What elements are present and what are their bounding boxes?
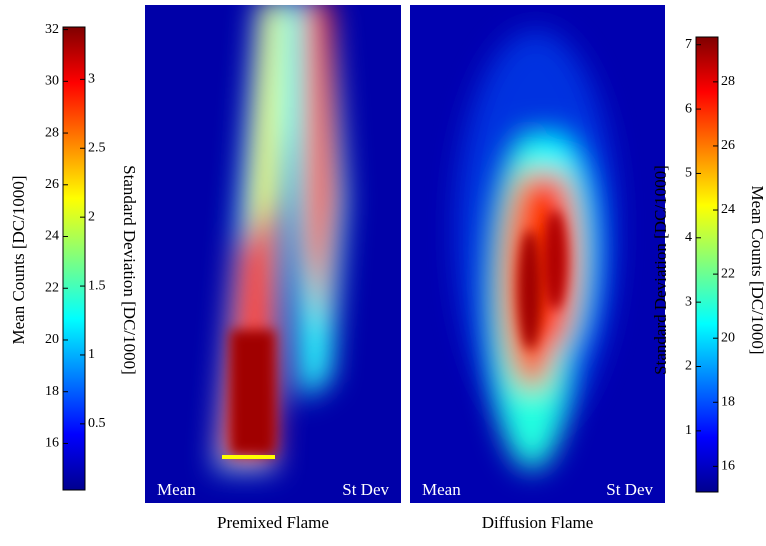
tick-label: 18 [721, 395, 735, 410]
tick-label: 26 [45, 177, 59, 192]
tick-label: 1.5 [88, 278, 106, 293]
colorbar [695, 36, 719, 493]
tick-label: 30 [45, 74, 59, 89]
tick-label: 24 [721, 202, 735, 217]
tick-label: 28 [721, 74, 735, 89]
tick-label: 20 [721, 330, 735, 345]
tick-label: 20 [45, 332, 59, 347]
tick-label: 6 [685, 101, 692, 116]
colorbar-label: Standard Deviation [DC/1000] [651, 165, 670, 375]
tick-label: 2 [88, 209, 95, 224]
colorbar [62, 26, 86, 491]
tick-label: 16 [721, 459, 735, 474]
tick-label: 24 [45, 229, 59, 244]
colorbar-label: Standard Deviation [DC/1000] [120, 165, 139, 375]
tick-label: 3 [88, 72, 95, 87]
tick-label: 22 [721, 266, 735, 281]
tick-label: 16 [45, 436, 59, 451]
diffusion-image [410, 5, 665, 503]
tick-label: 3 [685, 294, 692, 309]
half-label: St Dev [606, 480, 653, 499]
colorbar-label: Mean Counts [DC/1000] [9, 175, 28, 344]
tick-label: 5 [685, 166, 692, 181]
half-label: St Dev [342, 480, 389, 499]
tick-label: 1 [88, 347, 95, 362]
tick-label: 2 [685, 359, 692, 374]
tick-label: 0.5 [88, 416, 106, 431]
tick-label: 7 [685, 37, 692, 52]
tick-label: 18 [45, 384, 59, 399]
tick-label: 22 [45, 280, 59, 295]
half-label: Mean [422, 480, 461, 499]
tick-label: 26 [721, 138, 735, 153]
tick-label: 4 [685, 230, 692, 245]
tick-label: 28 [45, 125, 59, 140]
tick-label: 1 [685, 423, 692, 438]
panel-title: Premixed Flame [217, 513, 329, 532]
tick-label: 32 [45, 22, 59, 37]
colorbar-label: Mean Counts [DC/1000] [748, 185, 766, 354]
tick-label: 2.5 [88, 140, 106, 155]
half-label: Mean [157, 480, 196, 499]
panel-title: Diffusion Flame [482, 513, 594, 532]
premixed-image [145, 5, 401, 503]
